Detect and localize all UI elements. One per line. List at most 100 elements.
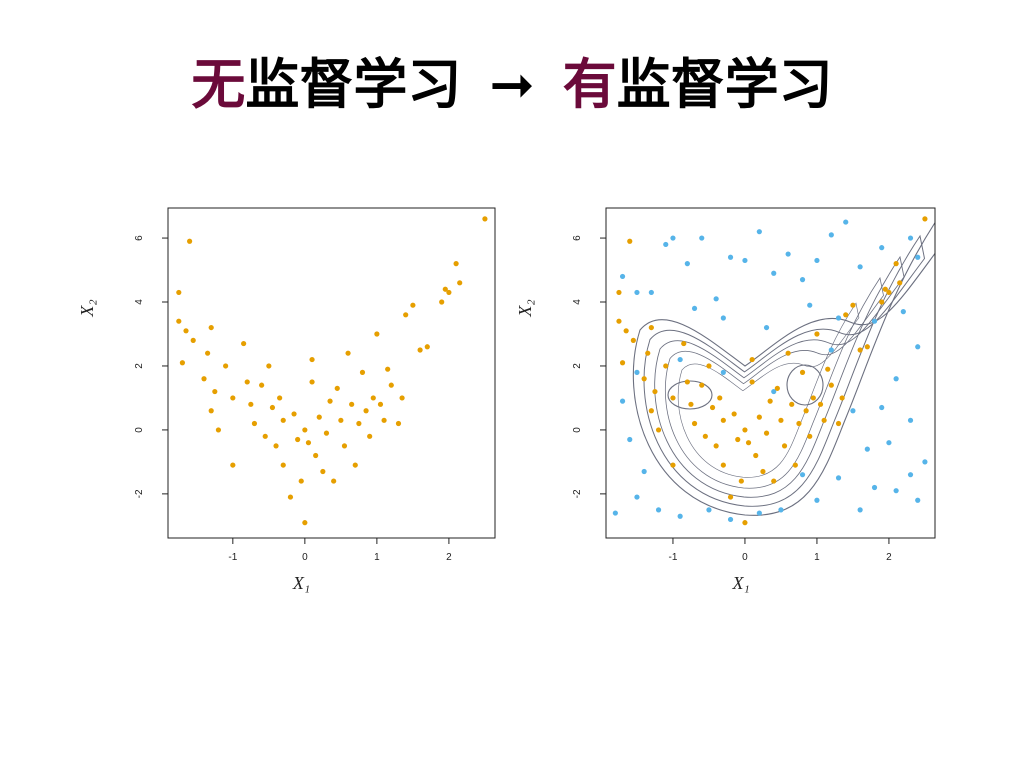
point (742, 520, 748, 526)
point (230, 395, 236, 401)
point (702, 433, 708, 439)
x-tick-label: 0 (302, 552, 308, 563)
point (879, 404, 885, 411)
slide-title: 无监督学习 ➞ 有监督学习 (191, 53, 832, 116)
point (338, 417, 344, 423)
point (684, 379, 690, 385)
point (900, 309, 906, 315)
point (886, 289, 892, 296)
point (663, 363, 669, 369)
point (323, 430, 330, 436)
point (893, 376, 899, 382)
point (241, 340, 247, 347)
point (648, 289, 654, 296)
point (699, 382, 705, 388)
point (309, 356, 315, 363)
point (879, 299, 885, 305)
point (655, 507, 662, 513)
point (302, 520, 308, 526)
point (706, 363, 712, 369)
point (641, 376, 647, 382)
point (857, 264, 863, 270)
point (897, 280, 903, 286)
point (176, 318, 182, 324)
point (453, 261, 459, 267)
point (835, 420, 842, 427)
point (395, 420, 402, 427)
point (370, 395, 376, 401)
x-tick-label: 0 (742, 552, 748, 563)
point (828, 232, 834, 238)
contour (786, 364, 824, 406)
point (771, 388, 777, 395)
x-axis-label: X₁ (292, 573, 310, 593)
point (399, 395, 405, 401)
y-tick-label: 6 (572, 235, 583, 241)
point (835, 315, 842, 321)
point (857, 507, 863, 513)
point (850, 302, 856, 308)
point (792, 462, 798, 468)
point (814, 497, 820, 503)
point (259, 382, 265, 388)
point (446, 289, 452, 296)
point (482, 216, 488, 222)
point (760, 468, 766, 475)
point (345, 350, 351, 356)
point (864, 344, 870, 350)
point (302, 427, 308, 433)
point (645, 350, 651, 356)
point (356, 420, 362, 427)
y-tick-label: -2 (134, 489, 145, 498)
point (295, 436, 301, 443)
point (879, 245, 885, 251)
plot-frame (605, 207, 936, 539)
point (749, 379, 755, 385)
point (363, 408, 369, 414)
point (183, 328, 189, 334)
point (915, 344, 921, 350)
point (244, 379, 250, 385)
point (871, 484, 878, 491)
point (706, 507, 712, 513)
point (915, 254, 921, 260)
point (796, 420, 802, 427)
point (688, 401, 694, 407)
point (320, 468, 326, 475)
x-axis-label: X₁ (731, 573, 749, 593)
y-axis-label: X₂ (77, 299, 97, 317)
point (223, 363, 229, 369)
point (616, 289, 622, 296)
point (821, 417, 827, 423)
point (208, 408, 214, 414)
point (799, 369, 806, 375)
point (839, 395, 845, 401)
point (684, 261, 690, 267)
point (756, 414, 762, 420)
point (756, 510, 762, 516)
point (785, 251, 791, 257)
point (691, 420, 698, 427)
point (763, 324, 770, 331)
point (893, 488, 899, 494)
point (817, 401, 824, 407)
point (670, 235, 676, 241)
point (720, 417, 726, 423)
point (677, 513, 683, 519)
point (634, 369, 640, 375)
y-tick-label: 2 (572, 363, 583, 369)
y-tick-label: 2 (134, 363, 145, 369)
point (403, 312, 409, 318)
point (893, 261, 899, 267)
point (374, 331, 380, 337)
point (749, 356, 755, 363)
point (828, 347, 834, 353)
point (681, 340, 687, 347)
point (205, 350, 211, 356)
point (677, 356, 683, 363)
point (385, 366, 391, 372)
point (922, 216, 928, 222)
point (212, 388, 218, 395)
